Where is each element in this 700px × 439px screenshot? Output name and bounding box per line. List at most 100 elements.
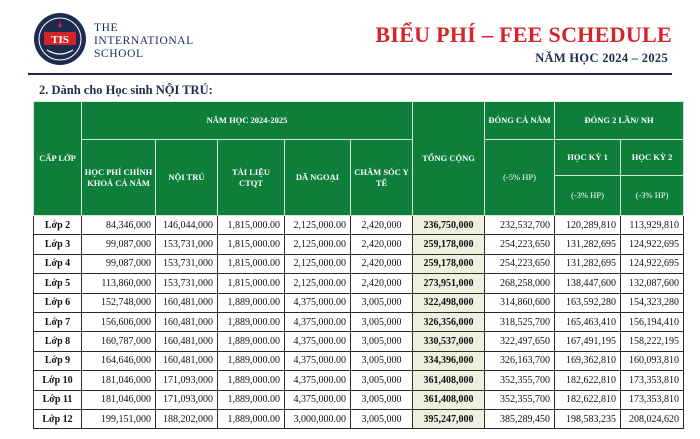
- cell-semester-1: 182,622,810: [554, 370, 622, 391]
- cell-tuition: 164,646,000: [81, 350, 156, 372]
- cell-semester-1: 165,463,410: [554, 311, 622, 333]
- cell-semester-2: 173,353,810: [620, 389, 685, 410]
- cell-health-care: 3,005,000: [349, 331, 414, 352]
- cell-boarding: 171,093,000: [155, 370, 218, 391]
- cell-health-care: 3,005,000: [349, 408, 414, 430]
- header-school-year: NĂM HỌC 2024-2025: [80, 101, 414, 140]
- cell-materials: 1,889,000.00: [217, 408, 285, 430]
- header-semester-1: HỌC KỲ 1: [554, 139, 622, 176]
- cell-field-trip: 2,125,000.00: [284, 253, 351, 275]
- cell-semester-2: 113,929,810: [620, 214, 685, 236]
- header-total: TỔNG CỘNG: [412, 101, 486, 216]
- cell-boarding: 160,481,000: [155, 350, 218, 372]
- cell-health-care: 3,005,000: [349, 292, 414, 313]
- cell-boarding: 160,481,000: [155, 292, 218, 313]
- cell-annual: 352,355,700: [484, 389, 556, 410]
- header-annual-payment: ĐÓNG CẢ NĂM: [484, 101, 556, 140]
- cell-boarding: 153,731,000: [155, 234, 218, 255]
- school-logo-icon: TIS: [34, 13, 86, 65]
- cell-semester-2: 124,922,695: [620, 234, 685, 255]
- cell-annual: 322,497,650: [484, 331, 556, 352]
- cell-grade: Lớp 10: [33, 370, 82, 391]
- table-row: Lớp 5 113,860,000 153,731,000 1,815,000.00 2…: [33, 273, 685, 294]
- table-row: Lớp 4 99,087,000 153,731,000 1,815,000.00 2,…: [33, 253, 685, 275]
- fee-table: CẤP LỚP NĂM HỌC 2024-2025 TỔNG CỘNG ĐÓNG…: [33, 101, 685, 430]
- cell-field-trip: 4,375,000.00: [284, 311, 351, 333]
- cell-semester-1: 182,622,810: [554, 389, 622, 410]
- cell-grade: Lớp 11: [33, 389, 82, 410]
- header-two-payments: ĐÓNG 2 LẦN/ NH: [554, 101, 685, 140]
- cell-tuition: 181,046,000: [81, 389, 156, 410]
- header-boarding: NỘI TRÚ: [155, 139, 218, 216]
- table-row: Lớp 3 99,087,000 153,731,000 1,815,000.00 2,…: [33, 234, 685, 255]
- cell-total: 259,178,000: [412, 253, 486, 275]
- cell-tuition: 160,787,000: [81, 331, 156, 352]
- cell-annual: 268,258,000: [484, 273, 556, 294]
- cell-grade: Lớp 2: [33, 214, 82, 236]
- cell-grade: Lớp 5: [33, 273, 82, 294]
- cell-grade: Lớp 6: [33, 292, 82, 313]
- cell-semester-2: 124,922,695: [620, 253, 685, 275]
- cell-grade: Lớp 3: [33, 234, 82, 255]
- section-title: 2. Dành cho Học sinh NỘI TRÚ:: [39, 83, 213, 97]
- cell-total: 361,408,000: [412, 389, 486, 410]
- cell-boarding: 188,202,000: [155, 408, 218, 430]
- cell-field-trip: 4,375,000.00: [284, 331, 351, 352]
- header-semester-1-discount: (-3% HP): [554, 175, 622, 216]
- cell-semester-1: 169,362,810: [554, 350, 622, 372]
- cell-semester-1: 163,592,280: [554, 292, 622, 313]
- header-annual-discount: (-5% HP): [484, 139, 556, 216]
- cell-annual: 314,860,600: [484, 292, 556, 313]
- cell-semester-2: 208,024,620: [620, 408, 685, 430]
- header-health-care: CHĂM SÓC Y TẾ: [349, 139, 414, 216]
- cell-semester-1: 120,289,810: [554, 214, 622, 236]
- cell-annual: 254,223,650: [484, 234, 556, 255]
- school-name-line-1: THE: [94, 22, 119, 34]
- cell-total: 259,178,000: [412, 234, 486, 255]
- cell-grade: Lớp 12: [33, 408, 82, 430]
- cell-materials: 1,815,000.00: [217, 214, 285, 236]
- cell-boarding: 160,481,000: [155, 311, 218, 333]
- cell-annual: 254,223,650: [484, 253, 556, 275]
- school-year: NĂM HỌC 2024 – 2025: [535, 51, 668, 65]
- cell-semester-2: 160,093,810: [620, 350, 685, 372]
- cell-total: 334,396,000: [412, 350, 486, 372]
- header-grade: CẤP LỚP: [33, 101, 82, 216]
- cell-boarding: 160,481,000: [155, 331, 218, 352]
- table-row: Lớp 2 84,346,000 146,044,000 1,815,000.00 2,…: [33, 214, 685, 236]
- cell-total: 361,408,000: [412, 370, 486, 391]
- cell-materials: 1,815,000.00: [217, 234, 285, 255]
- cell-health-care: 3,005,000: [349, 311, 414, 333]
- cell-materials: 1,889,000.00: [217, 389, 285, 410]
- header-materials: TÀI LIỆU CTQT: [217, 139, 285, 216]
- table-row: Lớp 8 160,787,000 160,481,000 1,889,000.00 4…: [33, 331, 685, 352]
- table-row: Lớp 11 181,046,000 171,093,000 1,889,000.00…: [33, 389, 685, 410]
- fee-table-body: Lớp 2 84,346,000 146,044,000 1,815,000.00 2,…: [33, 214, 685, 430]
- cell-tuition: 113,860,000: [81, 273, 156, 294]
- header-divider: [28, 73, 672, 75]
- page-title: BIỂU PHÍ – FEE SCHEDULE: [375, 22, 672, 47]
- cell-field-trip: 2,125,000.00: [284, 214, 351, 236]
- cell-semester-2: 156,194,410: [620, 311, 685, 333]
- school-name: THE INTERNATIONAL SCHOOL: [94, 22, 194, 61]
- cell-health-care: 2,420,000: [349, 273, 414, 294]
- cell-tuition: 99,087,000: [81, 253, 156, 275]
- school-name-line-2: INTERNATIONAL: [94, 35, 194, 47]
- cell-field-trip: 3,000,000.00: [284, 408, 351, 430]
- cell-grade: Lớp 8: [33, 331, 82, 352]
- cell-field-trip: 2,125,000.00: [284, 273, 351, 294]
- cell-grade: Lớp 4: [33, 253, 82, 275]
- cell-total: 236,750,000: [412, 214, 486, 236]
- cell-tuition: 199,151,000: [81, 408, 156, 430]
- cell-field-trip: 4,375,000.00: [284, 370, 351, 391]
- cell-grade: Lớp 7: [33, 311, 82, 333]
- cell-field-trip: 4,375,000.00: [284, 292, 351, 313]
- table-row: Lớp 6 152,748,000 160,481,000 1,889,000.00 4…: [33, 292, 685, 313]
- cell-boarding: 153,731,000: [155, 273, 218, 294]
- cell-total: 330,537,000: [412, 331, 486, 352]
- cell-total: 273,951,000: [412, 273, 486, 294]
- cell-total: 326,356,000: [412, 311, 486, 333]
- cell-tuition: 156,606,000: [81, 311, 156, 333]
- cell-annual: 385,289,450: [484, 408, 556, 430]
- cell-boarding: 146,044,000: [155, 214, 218, 236]
